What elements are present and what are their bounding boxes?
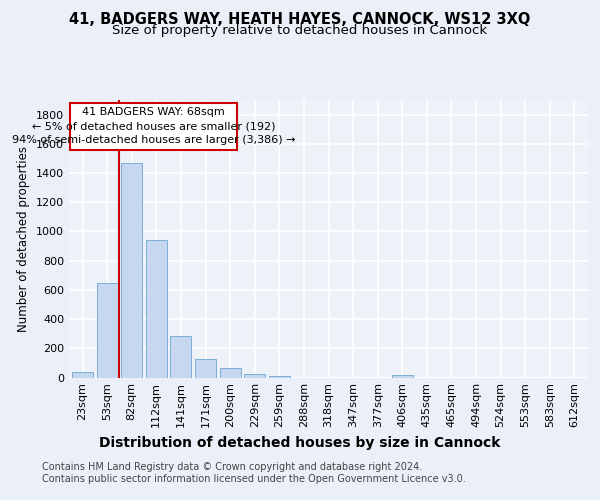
Bar — [72, 372, 93, 378]
Bar — [97, 284, 118, 378]
Y-axis label: Number of detached properties: Number of detached properties — [17, 146, 31, 332]
Text: Size of property relative to detached houses in Cannock: Size of property relative to detached ho… — [112, 24, 488, 37]
FancyBboxPatch shape — [70, 103, 238, 150]
Text: 94% of semi-detached houses are larger (3,386) →: 94% of semi-detached houses are larger (… — [12, 135, 295, 145]
Text: Distribution of detached houses by size in Cannock: Distribution of detached houses by size … — [100, 436, 500, 450]
Bar — [170, 336, 191, 378]
Bar — [269, 376, 290, 378]
Text: 41 BADGERS WAY: 68sqm: 41 BADGERS WAY: 68sqm — [82, 106, 225, 117]
Bar — [244, 374, 265, 378]
Bar — [220, 368, 241, 378]
Bar — [195, 359, 216, 378]
Bar — [146, 240, 167, 378]
Bar — [121, 163, 142, 378]
Text: ← 5% of detached houses are smaller (192): ← 5% of detached houses are smaller (192… — [32, 122, 275, 132]
Text: Contains public sector information licensed under the Open Government Licence v3: Contains public sector information licen… — [42, 474, 466, 484]
Text: Contains HM Land Registry data © Crown copyright and database right 2024.: Contains HM Land Registry data © Crown c… — [42, 462, 422, 472]
Bar — [392, 376, 413, 378]
Text: 41, BADGERS WAY, HEATH HAYES, CANNOCK, WS12 3XQ: 41, BADGERS WAY, HEATH HAYES, CANNOCK, W… — [70, 12, 530, 28]
